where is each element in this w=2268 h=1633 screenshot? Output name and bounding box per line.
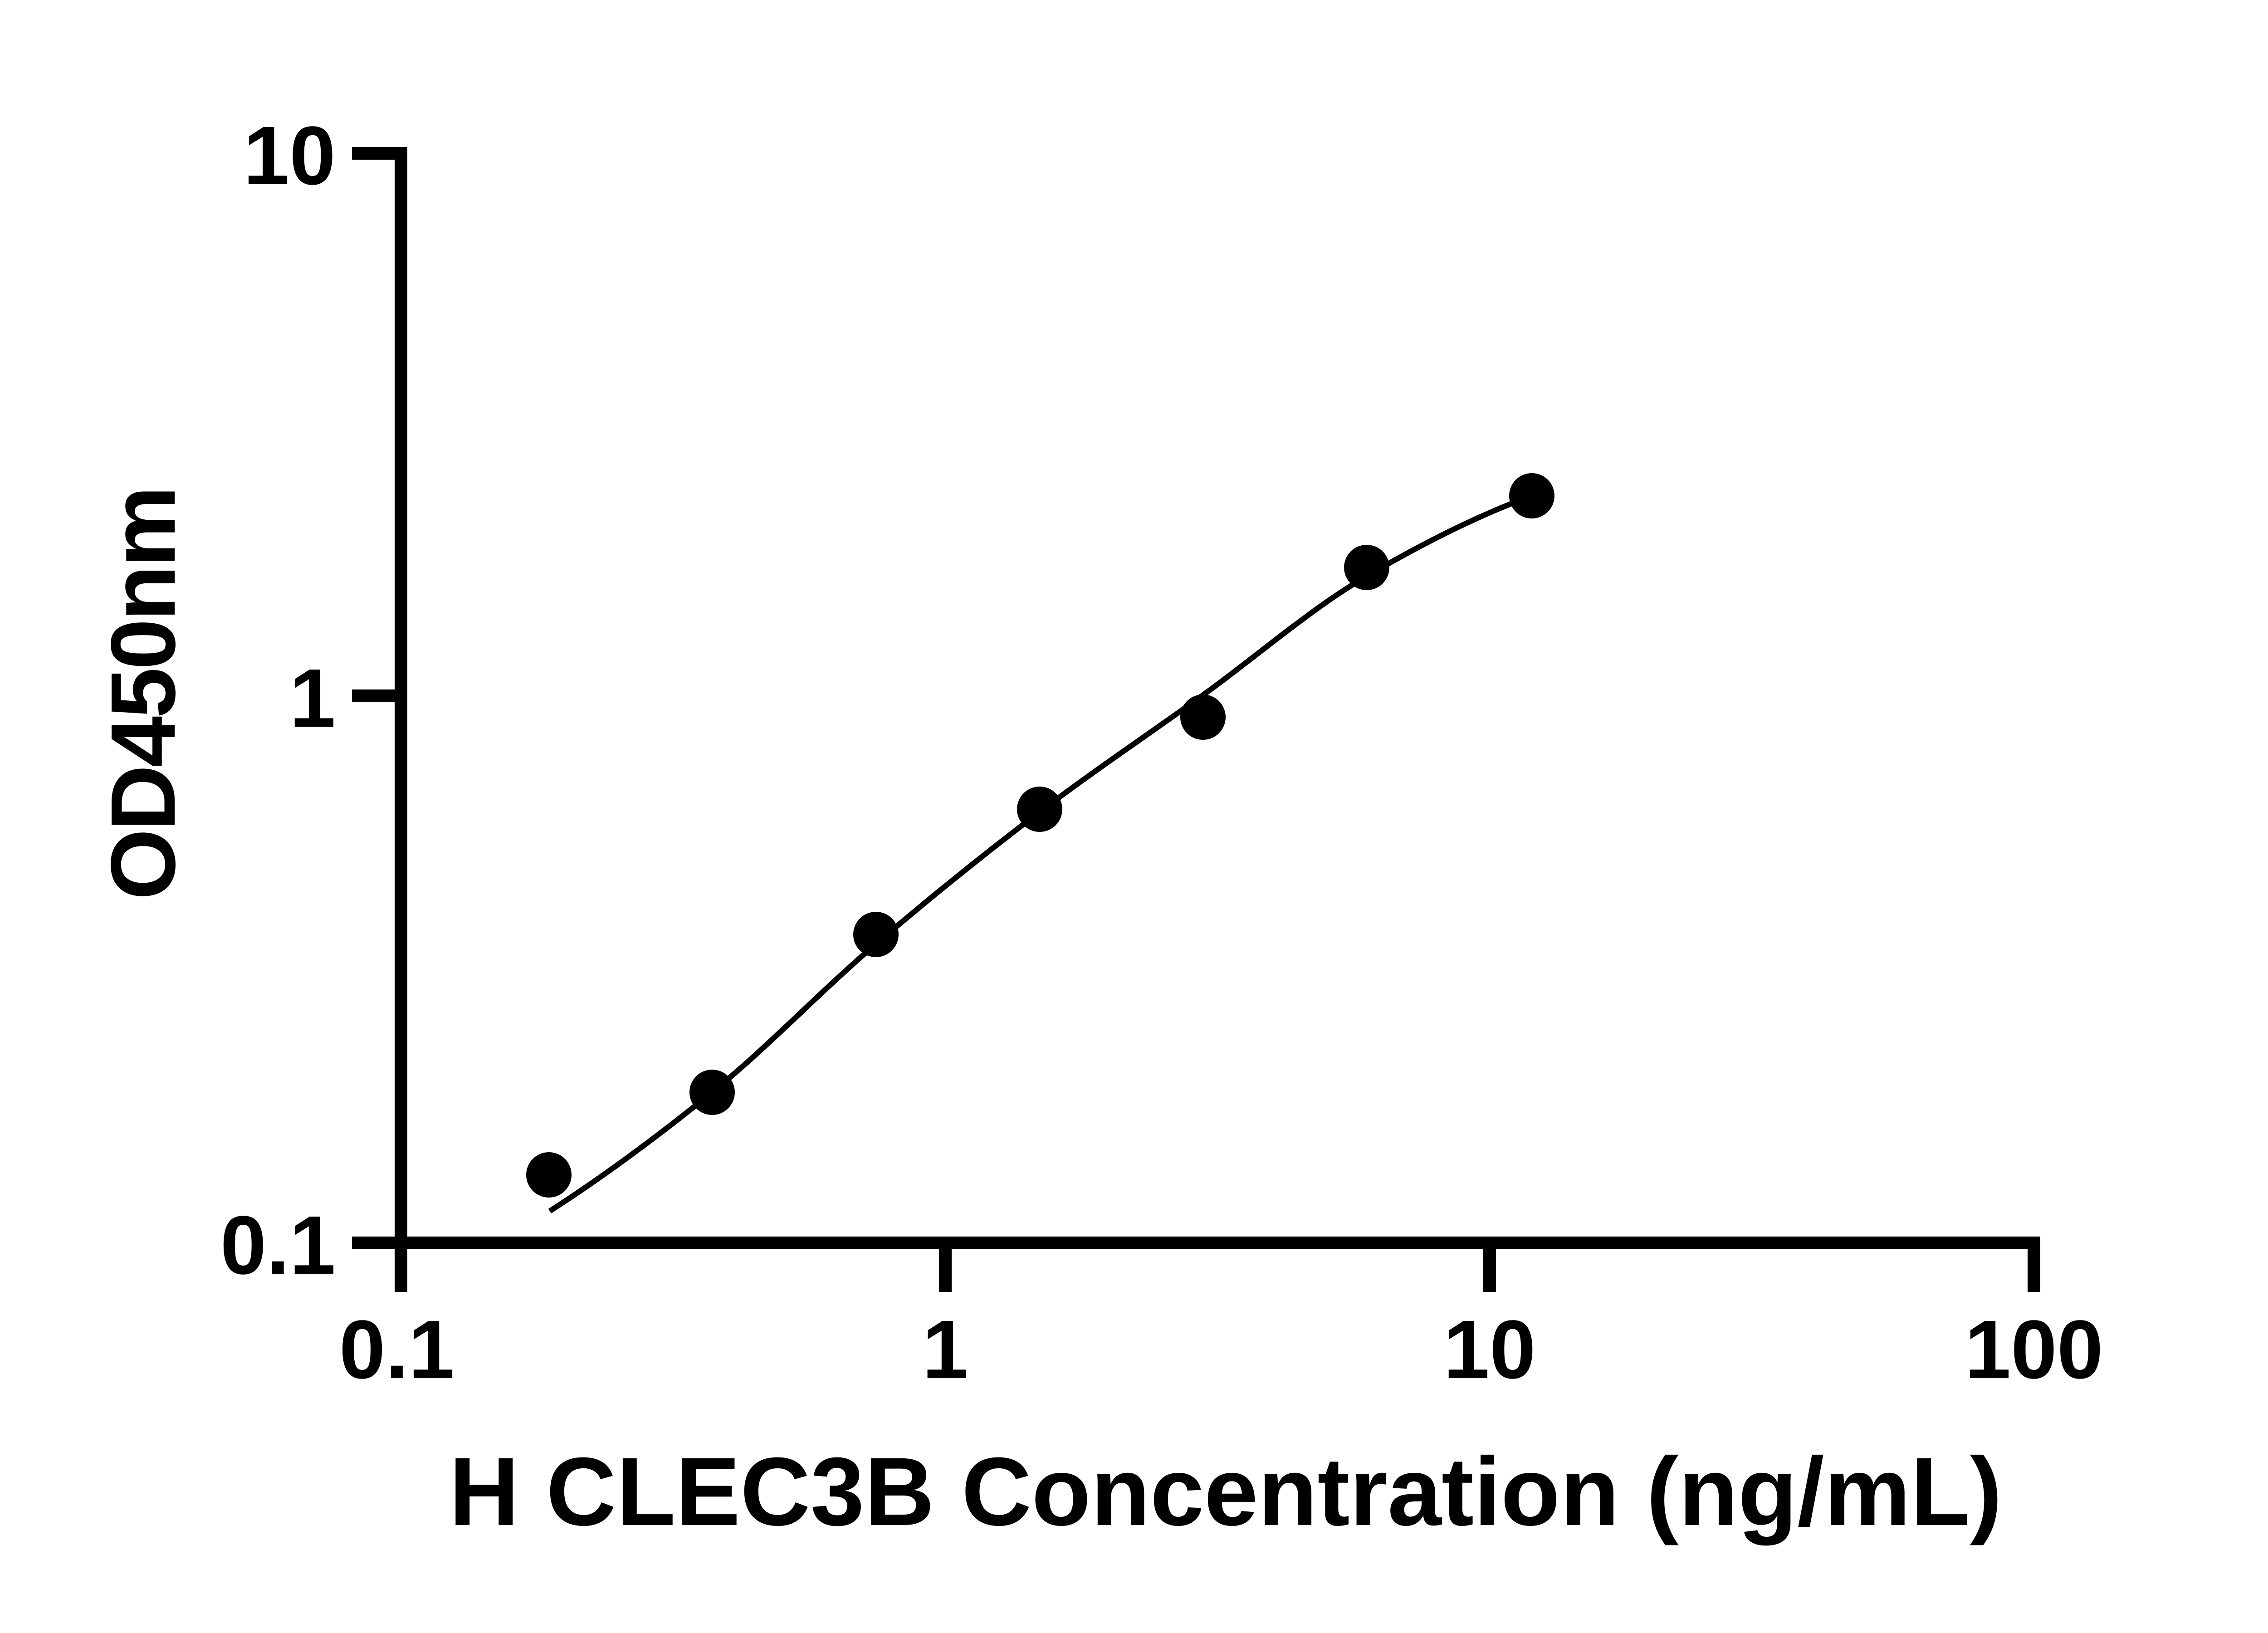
svg-text:100: 100 — [1965, 1303, 2103, 1396]
svg-text:1: 1 — [922, 1303, 968, 1396]
svg-text:0.1: 0.1 — [339, 1303, 455, 1396]
svg-text:OD450nm: OD450nm — [92, 488, 194, 900]
svg-text:10: 10 — [1443, 1303, 1536, 1396]
svg-text:H CLEC3B Concentration (ng/mL): H CLEC3B Concentration (ng/mL) — [449, 1437, 2002, 1546]
svg-text:1: 1 — [289, 651, 336, 744]
svg-text:0.1: 0.1 — [220, 1198, 336, 1291]
svg-text:10: 10 — [243, 109, 336, 202]
